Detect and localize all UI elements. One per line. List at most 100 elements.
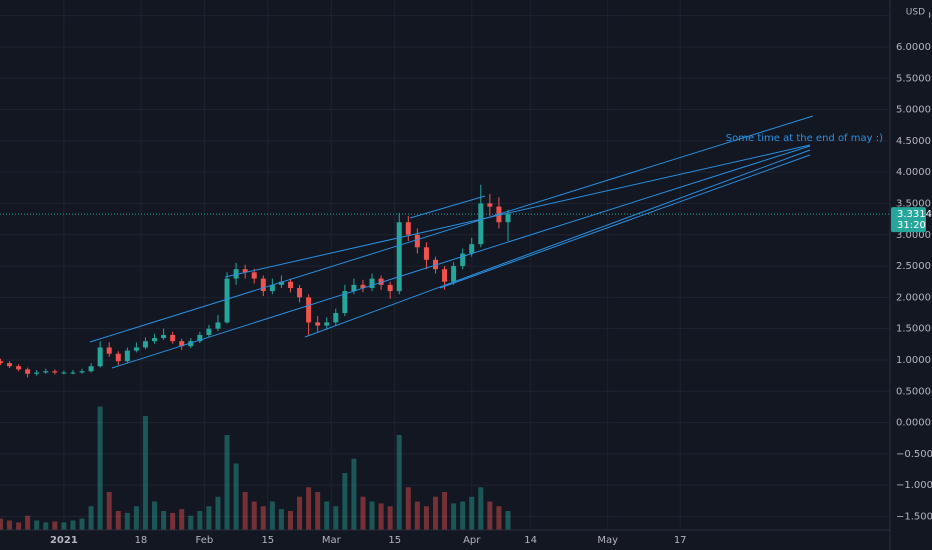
trend-lines	[89, 115, 814, 369]
volume-bar	[278, 509, 284, 530]
x-tick-label: 15	[388, 535, 401, 546]
volume-bar	[79, 518, 85, 530]
candle-body	[414, 234, 420, 248]
candle-body	[88, 366, 94, 372]
volume-bar	[206, 506, 212, 530]
candle-body	[170, 334, 176, 342]
candle-body	[351, 284, 357, 292]
candle-body	[179, 341, 185, 347]
candle-body	[324, 322, 330, 326]
y-tick-label: −0.5000	[896, 449, 932, 460]
volume-bar	[297, 496, 303, 530]
trend-line[interactable]	[224, 144, 811, 278]
candle-body	[378, 278, 384, 285]
volume-bar	[242, 492, 248, 530]
y-tick-label: 1.0000	[896, 355, 931, 366]
candle-body	[115, 353, 121, 362]
volume-bar	[7, 520, 13, 530]
volume-bar	[115, 511, 121, 530]
volume-bar	[88, 506, 94, 530]
candle-body	[396, 222, 402, 292]
volume-bar	[97, 406, 103, 530]
candle-body	[79, 371, 85, 373]
volume-bar	[505, 511, 511, 530]
volume-bar	[351, 458, 357, 530]
candle-body	[423, 247, 429, 260]
candle-body	[106, 347, 112, 354]
trend-line[interactable]	[304, 149, 811, 338]
y-tick-label: −1.0000	[896, 480, 932, 491]
candle-body	[469, 244, 475, 254]
candle-body	[369, 278, 375, 288]
candle-body	[387, 284, 393, 292]
grid	[0, 0, 890, 530]
candle-body	[297, 287, 303, 298]
candle-body	[133, 347, 139, 351]
candle-body	[124, 350, 130, 362]
axes: −1.5000 −1.0000 −0.5000 0.0000 0.5000 1.0000 1…	[0, 11, 932, 546]
volume-bar	[197, 511, 203, 530]
candle-body	[61, 372, 67, 374]
candle-body	[251, 272, 257, 279]
volume-bar	[251, 501, 257, 530]
volume-bar	[152, 501, 158, 530]
volume-bar	[133, 506, 139, 530]
candle-body	[315, 322, 321, 326]
volume-bar	[378, 503, 384, 530]
candle-body	[360, 284, 366, 288]
x-tick-label: 2021	[50, 535, 78, 546]
volume-bar	[496, 506, 502, 530]
volume-bar	[188, 515, 194, 530]
volume-bar	[269, 501, 275, 530]
y-tick-label: 3.0000	[896, 230, 931, 241]
countdown-label: 31:20	[897, 220, 926, 231]
volume-bar	[442, 492, 448, 530]
y-tick-label: 3.5000	[896, 198, 931, 209]
volume-bar	[106, 492, 112, 530]
trend-line[interactable]	[89, 115, 814, 343]
volume-bar	[333, 506, 339, 530]
volume-bar	[34, 520, 40, 530]
candle-body	[43, 371, 49, 373]
volume-bar	[215, 496, 221, 530]
y-tick-label: −1.5000	[896, 511, 932, 522]
candle-body	[287, 281, 293, 288]
volume-bar	[405, 487, 411, 530]
candle-body	[97, 347, 103, 367]
y-tick-label: 0.5000	[896, 386, 931, 397]
volume-bar	[369, 501, 375, 530]
volume-bar	[469, 496, 475, 530]
candle-body	[442, 269, 448, 282]
volume-bar	[124, 512, 130, 530]
trend-line[interactable]	[439, 154, 811, 289]
x-tick-label: 18	[135, 535, 148, 546]
candle-body	[25, 369, 31, 374]
volume-bar	[487, 501, 493, 530]
candle-body	[206, 328, 212, 335]
candle-body	[342, 291, 348, 314]
volume-bar	[432, 496, 438, 530]
volume-bar	[396, 435, 402, 530]
y-tick-label: 4.5000	[896, 136, 931, 147]
candle-body	[215, 322, 221, 329]
annotation: Some time at the end of may :)	[726, 133, 883, 144]
volume-bar	[142, 416, 148, 530]
volume-bar	[287, 511, 293, 530]
volume-bar	[161, 511, 167, 530]
volume-bar	[61, 522, 67, 530]
candle-body	[161, 334, 167, 339]
volume-bar	[451, 503, 457, 530]
candle-body	[260, 278, 266, 292]
x-tick-label: 15	[261, 535, 274, 546]
candle-body	[278, 281, 284, 285]
trend-line[interactable]	[409, 195, 486, 219]
candle-body	[224, 278, 230, 323]
volume-bar	[43, 522, 49, 530]
candle-body	[478, 203, 484, 245]
trend-line[interactable]	[111, 145, 811, 369]
y-tick-label: 4.0000	[896, 167, 931, 178]
x-tick-label: 17	[674, 535, 687, 546]
volume-bar	[360, 496, 366, 530]
volume-bar	[306, 487, 312, 530]
